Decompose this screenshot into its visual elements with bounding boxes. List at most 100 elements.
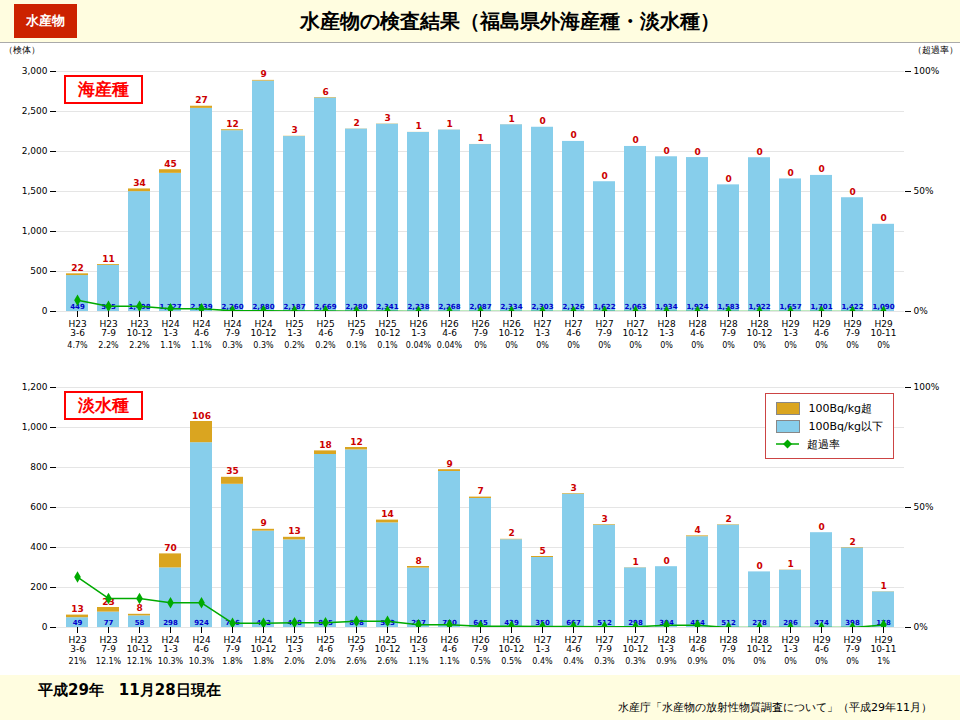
svg-text:H2610-12: H2610-12 — [498, 319, 524, 338]
svg-text:2,087: 2,087 — [469, 303, 491, 311]
svg-text:0%: 0% — [753, 341, 766, 350]
svg-text:H257-9: H257-9 — [347, 319, 365, 338]
svg-text:400: 400 — [30, 542, 47, 552]
svg-text:2.2%: 2.2% — [98, 341, 119, 350]
svg-text:H297-9: H297-9 — [843, 319, 861, 338]
svg-text:H2510-12: H2510-12 — [374, 319, 400, 338]
svg-text:H2910-11: H2910-11 — [870, 319, 896, 338]
svg-text:304: 304 — [659, 619, 674, 627]
svg-text:34: 34 — [133, 178, 146, 188]
svg-text:2,126: 2,126 — [562, 303, 584, 311]
svg-text:0: 0 — [756, 147, 762, 157]
svg-text:0%: 0% — [536, 341, 549, 350]
svg-text:449: 449 — [70, 303, 85, 311]
svg-text:1: 1 — [477, 133, 483, 143]
svg-text:H287-9: H287-9 — [719, 319, 737, 338]
svg-text:H267-9: H267-9 — [471, 635, 489, 654]
svg-text:0.2%: 0.2% — [284, 341, 305, 350]
svg-text:1: 1 — [508, 114, 514, 124]
svg-text:1: 1 — [880, 581, 886, 591]
svg-text:0.9%: 0.9% — [687, 657, 708, 666]
svg-text:77: 77 — [104, 619, 114, 627]
svg-text:0%: 0% — [722, 657, 735, 666]
svg-text:13: 13 — [288, 526, 301, 536]
svg-text:278: 278 — [752, 619, 767, 627]
svg-text:H2810-12: H2810-12 — [746, 319, 772, 338]
svg-text:2.6%: 2.6% — [377, 657, 398, 666]
svg-text:H291-3: H291-3 — [781, 635, 799, 654]
svg-text:H244-6: H244-6 — [192, 319, 210, 338]
svg-text:1: 1 — [446, 119, 452, 129]
svg-text:0: 0 — [601, 171, 607, 181]
svg-text:0.2%: 0.2% — [315, 341, 336, 350]
svg-text:4: 4 — [694, 525, 700, 535]
svg-text:H247-9: H247-9 — [223, 635, 241, 654]
svg-text:10.3%: 10.3% — [158, 657, 184, 666]
svg-text:100%: 100% — [914, 382, 940, 392]
svg-text:H284-6: H284-6 — [688, 319, 706, 338]
svg-text:1,657: 1,657 — [779, 303, 801, 311]
svg-text:1.1%: 1.1% — [439, 657, 460, 666]
svg-text:2: 2 — [508, 528, 514, 538]
svg-text:3: 3 — [291, 125, 297, 135]
svg-text:H2610-12: H2610-12 — [498, 635, 524, 654]
svg-text:800: 800 — [30, 462, 47, 472]
svg-text:13: 13 — [71, 604, 84, 614]
svg-text:H267-9: H267-9 — [471, 319, 489, 338]
svg-text:298: 298 — [163, 619, 178, 627]
svg-text:2,238: 2,238 — [407, 303, 429, 311]
svg-text:H2510-12: H2510-12 — [374, 635, 400, 654]
svg-text:286: 286 — [783, 619, 798, 627]
svg-text:8: 8 — [415, 556, 421, 566]
svg-text:H277-9: H277-9 — [595, 635, 613, 654]
svg-text:23: 23 — [102, 597, 115, 607]
svg-text:2,341: 2,341 — [376, 303, 398, 311]
svg-text:12: 12 — [350, 437, 363, 447]
svg-text:438: 438 — [287, 619, 302, 627]
svg-text:2: 2 — [353, 118, 359, 128]
svg-text:49: 49 — [73, 619, 83, 627]
svg-text:7: 7 — [477, 486, 483, 496]
svg-text:3: 3 — [601, 514, 607, 524]
svg-text:2: 2 — [725, 514, 731, 524]
svg-text:1: 1 — [787, 559, 793, 569]
svg-text:1,622: 1,622 — [593, 303, 615, 311]
svg-text:0%: 0% — [567, 341, 580, 350]
svg-text:350: 350 — [535, 619, 550, 627]
svg-text:0%: 0% — [877, 341, 890, 350]
svg-text:H274-6: H274-6 — [564, 635, 582, 654]
svg-text:3: 3 — [384, 113, 390, 123]
svg-text:0.1%: 0.1% — [346, 341, 367, 350]
svg-text:H2410-12: H2410-12 — [250, 635, 276, 654]
svg-text:0: 0 — [632, 135, 638, 145]
svg-text:H281-3: H281-3 — [657, 635, 675, 654]
svg-text:0: 0 — [694, 147, 700, 157]
svg-text:2,000: 2,000 — [22, 146, 48, 156]
svg-text:H241-3: H241-3 — [161, 635, 179, 654]
svg-text:12.1%: 12.1% — [96, 657, 122, 666]
svg-text:575: 575 — [101, 303, 116, 311]
svg-text:0.4%: 0.4% — [532, 657, 553, 666]
svg-text:0%: 0% — [660, 341, 673, 350]
svg-text:297: 297 — [411, 619, 426, 627]
svg-text:865: 865 — [318, 619, 333, 627]
svg-text:H2310-12: H2310-12 — [126, 635, 152, 654]
svg-text:0%: 0% — [474, 341, 487, 350]
svg-text:100%: 100% — [914, 66, 940, 76]
svg-text:1: 1 — [415, 121, 421, 131]
svg-text:0: 0 — [756, 561, 762, 571]
svg-text:667: 667 — [566, 619, 581, 627]
svg-text:600: 600 — [30, 502, 47, 512]
svg-text:482: 482 — [256, 619, 271, 627]
svg-text:0: 0 — [818, 164, 824, 174]
svg-text:1,922: 1,922 — [748, 303, 770, 311]
svg-text:2,187: 2,187 — [283, 303, 305, 311]
svg-text:1,498: 1,498 — [128, 303, 150, 311]
svg-text:H274-6: H274-6 — [564, 319, 582, 338]
svg-text:1,583: 1,583 — [717, 303, 739, 311]
svg-text:9: 9 — [260, 518, 266, 528]
svg-text:3,000: 3,000 — [22, 66, 48, 76]
svg-text:H271-3: H271-3 — [533, 319, 551, 338]
svg-text:0%: 0% — [784, 341, 797, 350]
svg-text:H2410-12: H2410-12 — [250, 319, 276, 338]
